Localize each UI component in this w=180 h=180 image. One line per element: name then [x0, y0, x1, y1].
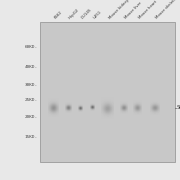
Text: Mouse liver: Mouse liver [124, 1, 143, 20]
Text: 40KD-: 40KD- [25, 64, 38, 69]
Text: SOD2: SOD2 [177, 105, 180, 111]
Text: 30KD-: 30KD- [25, 83, 38, 87]
Text: Mouse kidney: Mouse kidney [108, 0, 130, 20]
Text: 20KD-: 20KD- [25, 115, 38, 119]
Text: Mouse heart: Mouse heart [138, 0, 158, 20]
Text: DU145: DU145 [80, 8, 92, 20]
Text: U251: U251 [92, 10, 102, 20]
Text: K562: K562 [53, 10, 63, 20]
Text: 25KD-: 25KD- [25, 98, 38, 102]
Text: 15KD-: 15KD- [25, 135, 38, 139]
Text: HepG2: HepG2 [68, 8, 80, 20]
Bar [40, 22, 175, 162]
Text: 60KD-: 60KD- [25, 45, 38, 49]
Text: Mouse skeletal muscle: Mouse skeletal muscle [155, 0, 180, 20]
